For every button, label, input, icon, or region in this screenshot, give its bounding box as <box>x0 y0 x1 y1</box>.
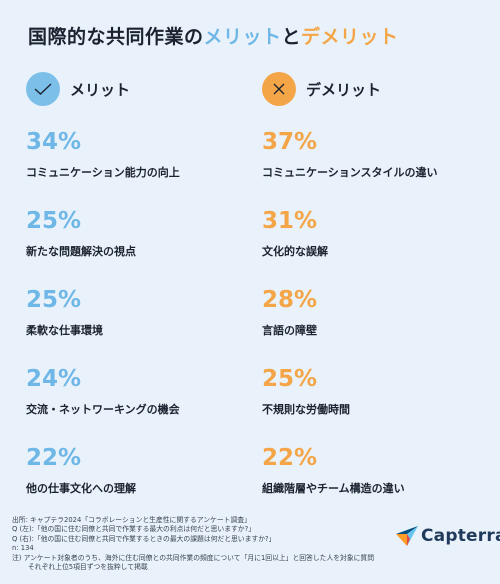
merit-header: メリット <box>26 72 130 106</box>
merit-item: 25% 新たな問題解決の視点 <box>26 207 180 286</box>
footnote-line: 出所: キャプテラ2024「コラボレーションと生産性に関するアンケート調査」 <box>12 516 251 524</box>
demerit-percent: 37% <box>262 129 318 155</box>
x-icon <box>262 72 296 106</box>
merit-percent: 25% <box>26 287 82 313</box>
demerit-item: 37% コミュニケーションスタイルの違い <box>262 128 438 207</box>
demerit-percent: 31% <box>262 208 318 234</box>
merit-item: 22% 他の仕事文化への理解 <box>26 444 180 523</box>
demerit-header: デメリット <box>262 72 381 106</box>
demerit-item: 22% 組織階層やチーム構造の違い <box>262 444 438 523</box>
capterra-logo: Capterra <box>396 526 500 546</box>
merit-header-label: メリット <box>70 80 131 99</box>
source-footnote: 出所: キャプテラ2024「コラボレーションと生産性に関するアンケート調査」 Q… <box>12 516 374 572</box>
page-title: 国際的な共同作業のメリットとデメリット <box>28 22 399 49</box>
demerit-percent: 22% <box>262 445 318 471</box>
demerit-label: 文化的な誤解 <box>262 245 328 258</box>
footnote-line: 注) アンケート対象者のうち、海外に住む同僚との共同作業の頻度について「月に1回… <box>12 553 375 562</box>
demerit-item: 28% 言語の障壁 <box>262 286 438 365</box>
footnote-line: Q (左):「他の国に住む同僚と共同で作業する最大の利点は何だと思いますか?」 <box>12 525 256 534</box>
demerit-percent: 25% <box>262 366 318 392</box>
footnote-line: Q (右):「他の国に住む同僚と共同で作業するときの最大の課題は何だと思いますか… <box>12 534 276 543</box>
check-icon <box>26 72 60 106</box>
demerit-percent: 28% <box>262 287 318 313</box>
merit-column: 34% コミュニケーション能力の向上 25% 新たな問題解決の視点 25% 柔軟… <box>26 128 180 523</box>
demerit-item: 31% 文化的な誤解 <box>262 207 438 286</box>
merit-label: コミュニケーション能力の向上 <box>26 166 180 179</box>
capterra-logo-text: Capterra <box>421 526 500 546</box>
demerit-label: コミュニケーションスタイルの違い <box>262 166 438 179</box>
capterra-logo-icon <box>396 526 418 546</box>
merit-label: 柔軟な仕事環境 <box>26 324 103 337</box>
merit-label: 新たな問題解決の視点 <box>26 245 136 258</box>
title-merit: メリット <box>203 26 282 48</box>
merit-percent: 24% <box>26 366 82 392</box>
demerit-item: 25% 不規則な労働時間 <box>262 365 438 444</box>
demerit-header-label: デメリット <box>306 80 382 99</box>
merit-percent: 22% <box>26 445 82 471</box>
merit-item: 34% コミュニケーション能力の向上 <box>26 128 180 207</box>
merit-item: 25% 柔軟な仕事環境 <box>26 286 180 365</box>
demerit-label: 不規則な労働時間 <box>262 403 350 416</box>
demerit-label: 組織階層やチーム構造の違い <box>262 482 405 495</box>
footnote-line: それぞれ上位5項目ずつを抜粋して掲載 <box>28 563 148 572</box>
merit-percent: 34% <box>26 129 82 155</box>
title-demerit: デメリット <box>301 26 399 48</box>
merit-label: 交流・ネットワーキングの機会 <box>26 403 180 416</box>
demerit-label: 言語の障壁 <box>262 324 317 337</box>
title-part1: 国際的な共同作業の <box>28 26 204 48</box>
merit-percent: 25% <box>26 208 82 234</box>
merit-item: 24% 交流・ネットワーキングの機会 <box>26 365 180 444</box>
merit-label: 他の仕事文化への理解 <box>26 482 136 495</box>
footnote-line: n: 134 <box>12 544 34 553</box>
title-and: と <box>281 26 302 48</box>
demerit-column: 37% コミュニケーションスタイルの違い 31% 文化的な誤解 28% 言語の障… <box>262 128 438 523</box>
